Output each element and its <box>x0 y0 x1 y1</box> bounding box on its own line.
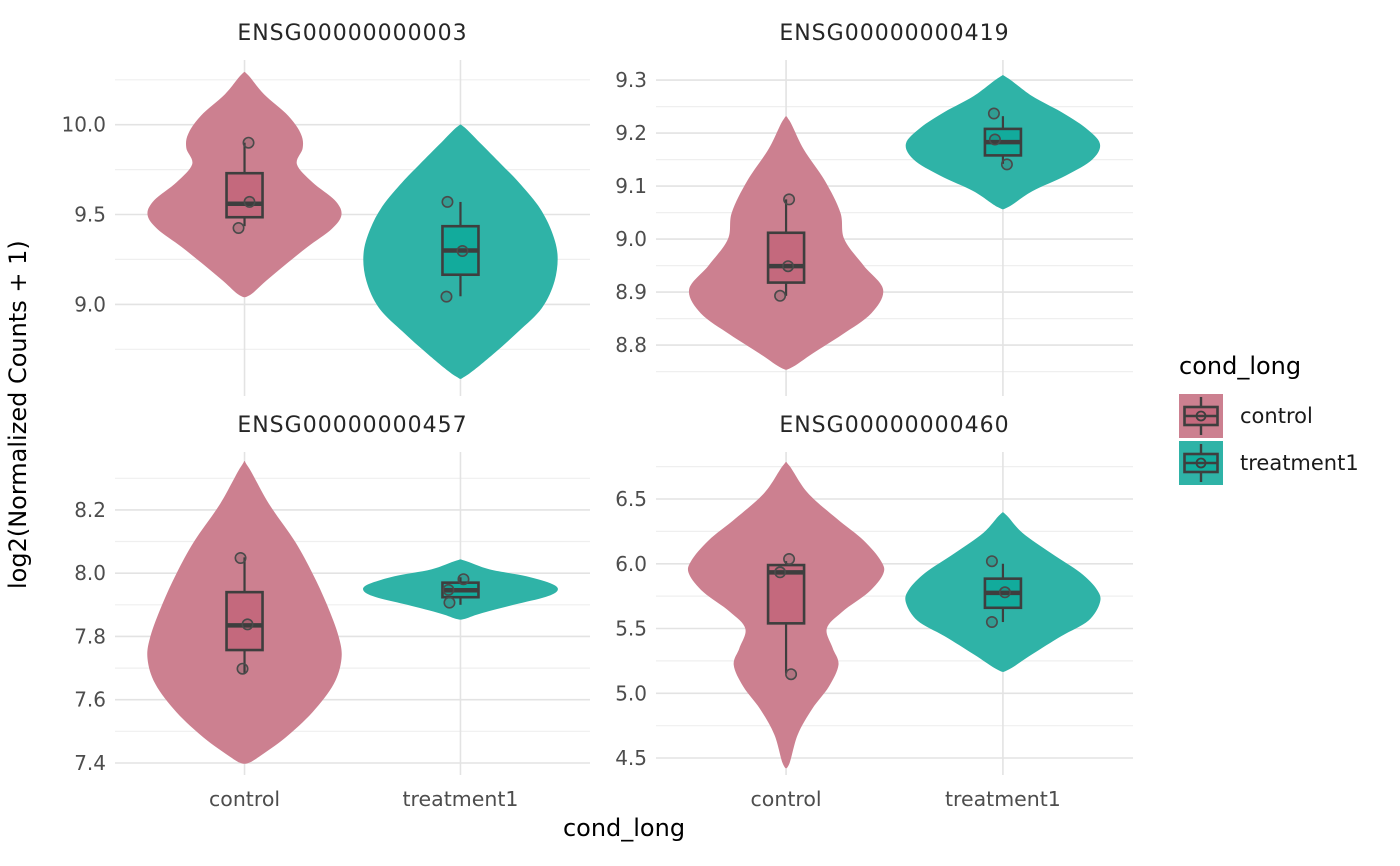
data-point <box>774 289 787 302</box>
y-tick-label: 9.0 <box>615 227 647 251</box>
boxplot-control <box>766 193 806 302</box>
facet-title: ENSG00000000419 <box>779 21 1009 46</box>
facet-title: ENSG00000000003 <box>237 21 467 46</box>
data-point <box>783 552 796 565</box>
x-tick-label-control: control <box>751 787 822 811</box>
y-axis-title: log2(Normalized Counts + 1) <box>4 240 32 590</box>
legend-item-control: control <box>1179 394 1359 438</box>
data-point <box>998 586 1011 599</box>
data-point <box>234 551 247 564</box>
y-tick-label: 6.0 <box>615 552 647 576</box>
data-point <box>985 615 998 628</box>
facet-title: ENSG00000000457 <box>237 413 467 438</box>
boxplot-control <box>225 136 264 235</box>
data-point <box>987 107 1000 120</box>
boxplot-treatment1 <box>983 107 1023 171</box>
y-tick-label: 9.2 <box>615 121 647 145</box>
data-point <box>443 596 456 609</box>
panel-ENSG00000000003: ENSG00000000003 9.0 9.5 10.0 <box>61 21 590 396</box>
data-point <box>241 618 254 631</box>
y-tick-label: 7.4 <box>74 751 106 775</box>
y-tick-label: 7.6 <box>74 688 106 712</box>
data-point <box>782 260 795 273</box>
y-tick-label: 9.5 <box>74 203 106 227</box>
y-tick-label: 9.0 <box>74 292 106 316</box>
panel-ENSG00000000419: ENSG00000000419 8.8 8.9 9.0 9.1 9.2 9.3 <box>615 21 1133 396</box>
y-tick-label: 6.5 <box>615 487 647 511</box>
legend-item-treatment1: treatment1 <box>1179 441 1359 485</box>
y-tick-label: 9.3 <box>615 68 647 92</box>
data-point <box>442 583 455 596</box>
data-point <box>785 668 798 681</box>
x-tick-label-treatment1: treatment1 <box>403 787 519 811</box>
y-tick-label: 10.0 <box>61 113 106 137</box>
data-point <box>774 566 787 579</box>
x-tick-label-control: control <box>209 787 280 811</box>
facet-title: ENSG00000000460 <box>779 413 1009 438</box>
y-tick-label: 9.1 <box>615 174 647 198</box>
y-tick-label: 5.0 <box>615 681 647 705</box>
y-tick-label: 8.0 <box>74 561 106 585</box>
data-point <box>243 195 256 208</box>
data-point <box>988 133 1001 146</box>
legend-title: cond_long <box>1179 352 1302 380</box>
box <box>225 171 264 219</box>
panel-ENSG00000000460: ENSG00000000460 4.5 5.0 5.5 6.0 6.5 control tre… <box>615 413 1133 811</box>
y-tick-label: 4.5 <box>615 746 647 770</box>
boxplot-control <box>766 552 806 681</box>
y-tick-label: 8.2 <box>74 498 106 522</box>
y-tick-label: 8.9 <box>615 280 647 304</box>
legend-label-treatment1: treatment1 <box>1240 451 1359 475</box>
x-axis-title: cond_long <box>562 814 686 842</box>
data-point <box>985 555 998 568</box>
data-point <box>441 195 454 208</box>
y-tick-label: 8.8 <box>615 333 647 357</box>
box <box>766 563 806 625</box>
y-tick-label: 5.5 <box>615 617 647 641</box>
y-tick-label: 7.8 <box>74 624 106 648</box>
boxplot-treatment1 <box>441 573 480 609</box>
legend-key-treatment1-icon <box>1179 441 1223 485</box>
boxplot-control <box>225 551 264 675</box>
data-point <box>242 136 255 149</box>
legend-point <box>1195 457 1207 469</box>
boxplot-treatment1 <box>983 555 1023 628</box>
data-point <box>783 193 796 206</box>
data-point <box>232 222 245 235</box>
data-point <box>236 662 249 675</box>
legend-label-control: control <box>1240 404 1313 428</box>
legend: cond_long control treatment1 <box>1179 352 1359 488</box>
data-point <box>440 290 453 303</box>
box <box>766 231 806 284</box>
panel-ENSG00000000457: ENSG00000000457 7.4 7.6 7.8 8.0 8.2 control tre… <box>74 413 590 811</box>
data-point <box>456 245 469 258</box>
legend-key-control-icon <box>1179 394 1223 438</box>
legend-point <box>1195 410 1207 422</box>
x-tick-label-treatment1: treatment1 <box>945 787 1061 811</box>
boxplot-treatment1 <box>440 195 480 303</box>
data-point <box>1000 158 1013 171</box>
data-point <box>457 573 470 586</box>
